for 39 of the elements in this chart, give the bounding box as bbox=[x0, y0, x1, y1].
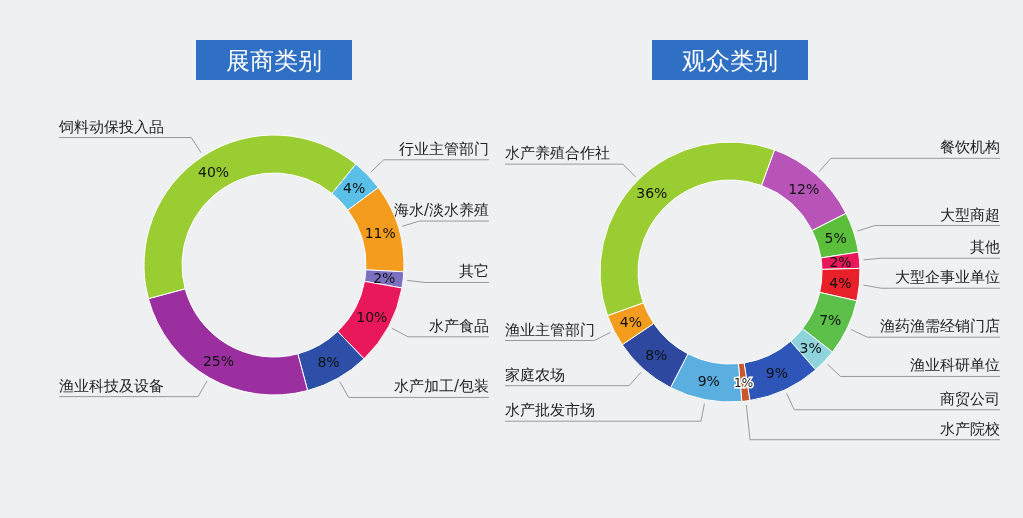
slice-label: 水产院校 bbox=[940, 419, 1000, 438]
data-label: 40% bbox=[197, 163, 230, 180]
data-label: 10% bbox=[356, 309, 388, 326]
data-label: 4% bbox=[829, 274, 852, 291]
data-label: 11% bbox=[364, 224, 396, 241]
slice-label: 餐饮机构 bbox=[940, 138, 1000, 157]
slice-label: 水产养殖合作社 bbox=[505, 144, 610, 163]
data-label: 3% bbox=[799, 340, 822, 357]
data-label: 12% bbox=[788, 180, 820, 197]
chart-title: 展商类别 bbox=[226, 47, 322, 75]
data-label: 9% bbox=[697, 372, 720, 389]
data-label: 25% bbox=[202, 353, 235, 370]
slice-label: 渔药渔需经销门店 bbox=[880, 317, 1000, 336]
slice-label: 水产加工/包装 bbox=[393, 377, 489, 396]
data-label: 2% bbox=[373, 269, 396, 286]
slice-label: 海水/淡水养殖 bbox=[393, 201, 489, 220]
data-label: 2% bbox=[829, 253, 852, 270]
data-label: 7% bbox=[819, 311, 842, 328]
data-label: 4% bbox=[619, 314, 643, 331]
slice-label: 其他 bbox=[970, 238, 1000, 257]
data-label: 8% bbox=[645, 347, 668, 364]
chart-title: 观众类别 bbox=[682, 47, 778, 75]
slice-label: 水产批发市场 bbox=[505, 401, 595, 420]
slice-label: 其它 bbox=[459, 262, 489, 281]
slice-label: 水产食品 bbox=[429, 316, 489, 335]
slice-label: 商贸公司 bbox=[940, 389, 1000, 408]
data-label: 8% bbox=[317, 353, 340, 370]
slice-label: 大型商超 bbox=[940, 205, 1000, 224]
slice-label: 家庭农场 bbox=[505, 365, 565, 384]
slice-label: 渔业科研单位 bbox=[910, 356, 1000, 375]
data-label: 4% bbox=[343, 180, 366, 197]
data-label: 9% bbox=[765, 364, 789, 381]
slice-label: 行业主管部门 bbox=[399, 139, 489, 158]
data-label: 36% bbox=[636, 185, 668, 202]
slice-label: 大型企事业单位 bbox=[895, 268, 1000, 287]
slice-label: 渔业科技及设备 bbox=[59, 376, 164, 395]
data-label: 5% bbox=[824, 230, 847, 247]
slice-label: 饲料动保投入品 bbox=[58, 117, 164, 136]
slice-label: 渔业主管部门 bbox=[505, 320, 595, 339]
